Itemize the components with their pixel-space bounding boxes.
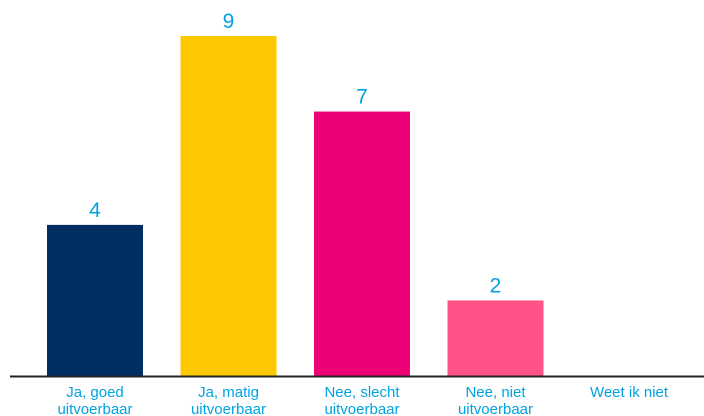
category-label-line: Weet ik niet bbox=[590, 384, 669, 401]
value-label-3: 7 bbox=[356, 86, 368, 109]
category-label-4: Nee, niet uitvoerbaar bbox=[458, 384, 533, 416]
category-label-line: Nee, niet bbox=[465, 384, 526, 401]
value-label-2: 9 bbox=[223, 10, 235, 33]
category-label-3: Nee, slecht uitvoerbaar bbox=[324, 384, 400, 416]
bars-group bbox=[47, 36, 544, 377]
category-label-line: Nee, slecht bbox=[324, 384, 400, 401]
bar-4 bbox=[447, 300, 544, 376]
bar-1 bbox=[47, 224, 143, 376]
bar-2 bbox=[180, 36, 277, 376]
category-label-line: uitvoerbaar bbox=[191, 401, 266, 416]
value-label-4: 2 bbox=[490, 274, 502, 297]
category-label-line: uitvoerbaar bbox=[57, 401, 132, 416]
category-label-5: Weet ik niet bbox=[590, 384, 669, 401]
value-labels-group: 4 9 7 2 bbox=[89, 10, 501, 297]
category-label-line: Ja, matig bbox=[198, 384, 259, 401]
value-label-1: 4 bbox=[89, 199, 101, 222]
category-label-line: Ja, goed bbox=[66, 384, 124, 401]
category-label-line: uitvoerbaar bbox=[324, 401, 399, 416]
category-label-1: Ja, goed uitvoerbaar bbox=[57, 384, 132, 416]
category-label-2: Ja, matig uitvoerbaar bbox=[191, 384, 266, 416]
category-label-line: uitvoerbaar bbox=[458, 401, 533, 416]
bar-3 bbox=[314, 111, 410, 377]
